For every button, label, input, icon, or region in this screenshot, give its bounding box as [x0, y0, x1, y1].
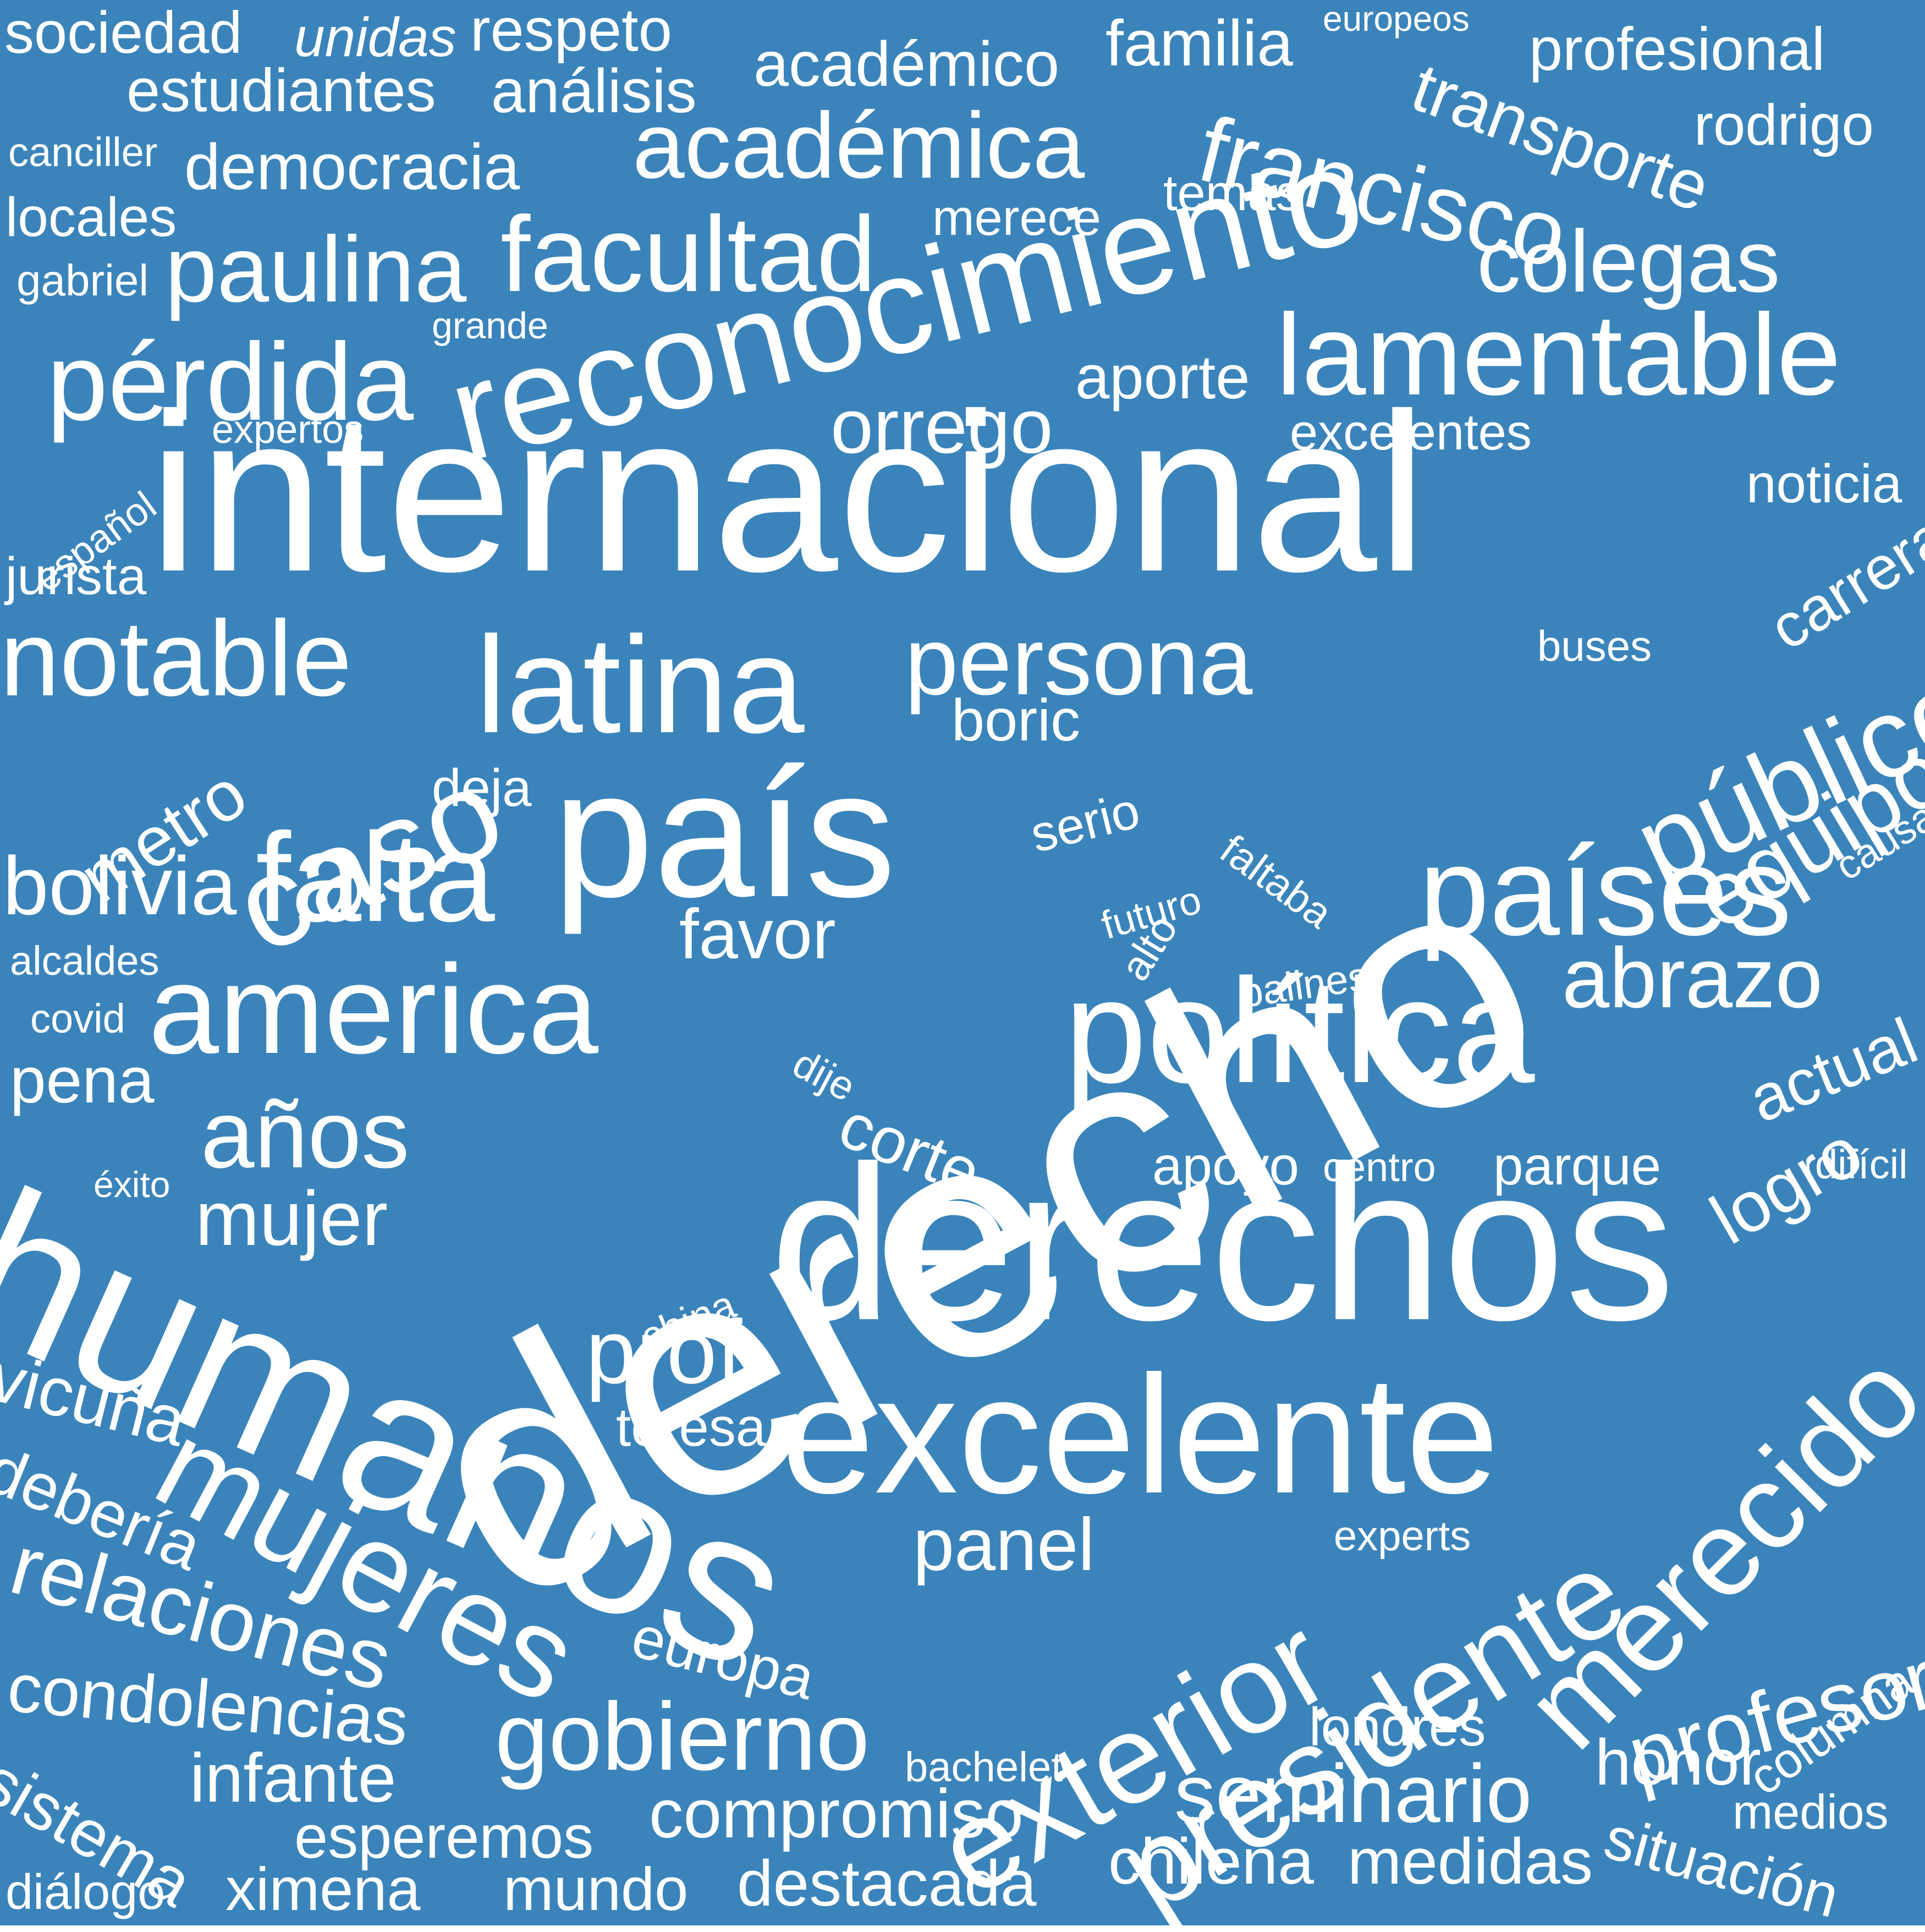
word-bolivia: bolivia	[3, 839, 237, 932]
word-grande: grande	[432, 305, 548, 347]
word-academico: académico	[754, 29, 1060, 100]
word-serio: serio	[1025, 782, 1145, 864]
word-gobierno: gobierno	[495, 1683, 870, 1791]
word-notable: notable	[0, 599, 352, 718]
word-compromiso: compromiso	[649, 1776, 1024, 1852]
word-analisis: análisis	[491, 57, 697, 125]
word-paises: países	[1419, 820, 1792, 962]
word-medidas: medidas	[1348, 1825, 1593, 1898]
word-derechos: derechos	[770, 1120, 1675, 1366]
word-pais: país	[553, 732, 896, 935]
word-medios: medios	[1733, 1785, 1889, 1839]
word-londres: londres	[1309, 1697, 1486, 1757]
word-centro: centro	[1323, 1144, 1436, 1190]
word-canciller: canciller	[8, 129, 158, 175]
word-sociedad: sociedad	[4, 0, 243, 65]
word-gabriel: gabriel	[16, 256, 149, 305]
word-politica: política	[1064, 948, 1535, 1114]
word-boric: boric	[952, 687, 1081, 753]
word-teresa: teresa	[616, 1397, 766, 1457]
word-parque: parque	[1493, 1135, 1662, 1196]
word-deja: deja	[432, 759, 532, 817]
word-abrazo: abrazo	[1562, 930, 1823, 1025]
word-mundo: mundo	[503, 1856, 689, 1923]
word-experts: experts	[1334, 1513, 1471, 1560]
word-noticia: noticia	[1746, 453, 1902, 514]
word-internacional: internacional	[148, 366, 1427, 618]
word-estudiantes: estudiantes	[127, 57, 436, 124]
word-buses: buses	[1537, 622, 1652, 670]
word-familia: familia	[1106, 7, 1293, 80]
word-perdida: pérdida	[47, 321, 414, 443]
word-colegas: colegas	[1477, 212, 1780, 310]
word-jurista: jurista	[6, 547, 147, 606]
word-persona: persona	[905, 608, 1253, 715]
word-latina: latina	[476, 608, 805, 761]
word-seminario: seminario	[1174, 1747, 1532, 1840]
word-academica: académica	[632, 94, 1085, 198]
word-dialogo: diálogo	[6, 1865, 166, 1920]
word-carrera: carrera	[1758, 501, 1925, 663]
word-ximena: ximena	[226, 1856, 421, 1923]
word-lamentable: lamentable	[1276, 290, 1841, 419]
word-merece: merece	[932, 190, 1101, 246]
word-chilena: chilena	[1108, 1825, 1314, 1898]
word-unidas: unidas	[294, 7, 457, 68]
word-america: america	[148, 938, 599, 1080]
word-respeto: respeto	[470, 0, 672, 64]
word-exito: éxito	[94, 1164, 170, 1205]
word-favor: favor	[679, 895, 836, 974]
word-excelente: excelente	[781, 1341, 1499, 1528]
word-aporte: aporte	[1075, 343, 1250, 411]
word-orrego: orrego	[831, 383, 1053, 469]
word-dificil: difícil	[1815, 1141, 1908, 1187]
word-anos: años	[201, 1081, 410, 1188]
word-democracia: democracia	[184, 131, 520, 204]
word-mujer: mujer	[195, 1175, 388, 1261]
word-esperemos: esperemos	[294, 1803, 594, 1871]
word-pena: pena	[10, 1044, 155, 1117]
word-infante: infante	[190, 1740, 397, 1816]
word-bachelet: bachelet	[905, 1744, 1063, 1791]
word-facultad: facultad	[501, 194, 876, 314]
word-covid: covid	[30, 996, 125, 1041]
word-excelentes: excelentes	[1290, 404, 1532, 460]
word-apoyo: apoyo	[1152, 1135, 1300, 1196]
word-temas: temas	[1163, 165, 1301, 221]
word-europeos: europeos	[1323, 0, 1470, 39]
word-expertos: expertos	[212, 408, 364, 452]
word-paulina: paulina	[165, 217, 467, 322]
word-falta: falta	[256, 806, 495, 948]
word-honor: honor	[1595, 1726, 1761, 1799]
word-profesional: profesional	[1529, 15, 1825, 83]
word-panel: panel	[913, 1503, 1095, 1586]
word-locales: locales	[6, 186, 177, 248]
word-prof: prof	[586, 1301, 743, 1402]
word-destacada: destacada	[737, 1847, 1037, 1920]
word-rodrigo: rodrigo	[1694, 93, 1874, 157]
word-alcaldes: alcaldes	[10, 938, 160, 984]
